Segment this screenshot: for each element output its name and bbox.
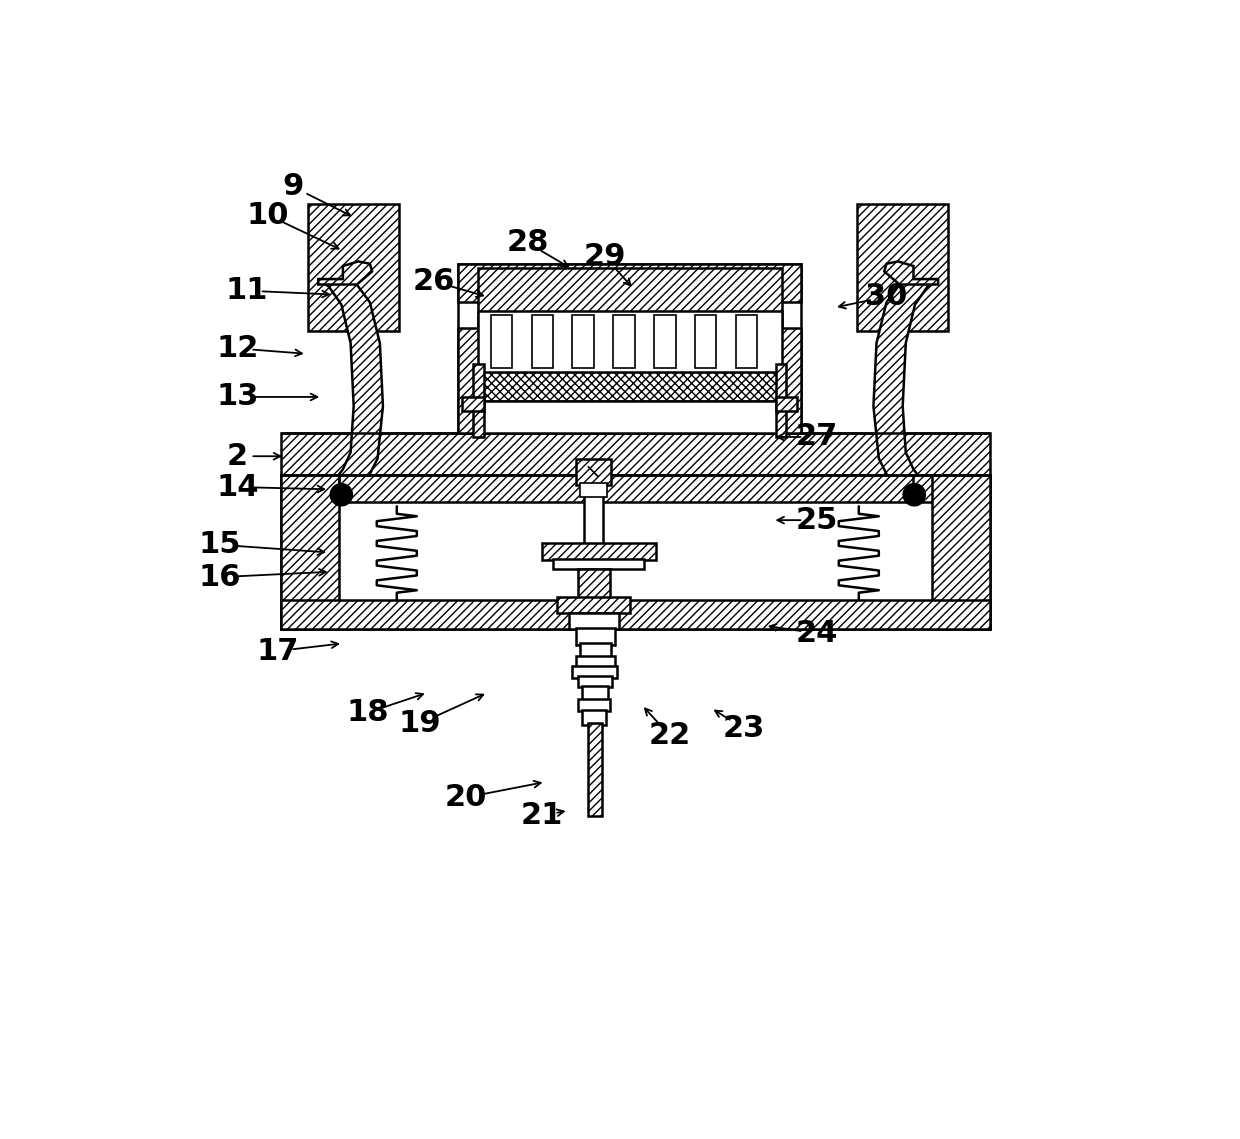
Bar bbox=[613, 316, 635, 368]
Bar bbox=[459, 264, 801, 433]
Bar bbox=[459, 264, 801, 302]
Polygon shape bbox=[873, 279, 939, 492]
Bar bbox=[580, 483, 608, 497]
Bar bbox=[491, 316, 512, 368]
Text: 16: 16 bbox=[198, 563, 241, 591]
Bar bbox=[577, 459, 611, 485]
Bar bbox=[577, 628, 615, 645]
Bar bbox=[573, 316, 594, 368]
Text: 17: 17 bbox=[257, 637, 299, 665]
Polygon shape bbox=[319, 279, 383, 492]
Bar bbox=[694, 316, 717, 368]
Bar bbox=[568, 613, 619, 630]
Bar bbox=[573, 666, 618, 678]
Bar bbox=[553, 558, 644, 570]
Bar bbox=[857, 204, 949, 331]
Bar bbox=[477, 401, 781, 433]
Bar bbox=[477, 371, 781, 401]
Bar bbox=[477, 268, 781, 328]
Bar bbox=[557, 597, 630, 613]
Text: 20: 20 bbox=[445, 782, 487, 812]
Text: 25: 25 bbox=[795, 506, 838, 534]
Circle shape bbox=[904, 484, 925, 506]
Bar bbox=[281, 433, 990, 475]
Bar bbox=[776, 363, 786, 437]
Text: 18: 18 bbox=[346, 698, 389, 727]
Polygon shape bbox=[884, 262, 939, 285]
Text: 15: 15 bbox=[198, 531, 241, 559]
Circle shape bbox=[331, 484, 352, 506]
Bar bbox=[776, 328, 801, 433]
Bar bbox=[584, 475, 603, 631]
Text: 14: 14 bbox=[216, 473, 259, 501]
Bar bbox=[281, 475, 339, 630]
Text: 28: 28 bbox=[506, 229, 549, 257]
Bar bbox=[459, 328, 484, 433]
Bar bbox=[653, 316, 676, 368]
Text: 23: 23 bbox=[722, 713, 764, 743]
Text: 12: 12 bbox=[216, 334, 259, 363]
Text: 2: 2 bbox=[227, 442, 248, 470]
Bar bbox=[932, 475, 990, 630]
Text: 13: 13 bbox=[216, 383, 259, 411]
Bar bbox=[281, 600, 990, 630]
Text: 10: 10 bbox=[247, 200, 289, 230]
Text: 24: 24 bbox=[795, 618, 838, 648]
Bar bbox=[281, 475, 990, 502]
Bar bbox=[776, 396, 797, 411]
Bar bbox=[281, 475, 990, 630]
Bar bbox=[578, 675, 611, 687]
Text: 9: 9 bbox=[283, 172, 304, 202]
Text: 22: 22 bbox=[649, 721, 691, 751]
Bar bbox=[580, 644, 611, 657]
Bar bbox=[735, 316, 758, 368]
Text: 26: 26 bbox=[413, 267, 455, 296]
Bar bbox=[477, 311, 781, 376]
Text: 29: 29 bbox=[584, 243, 626, 271]
Text: 21: 21 bbox=[521, 802, 563, 830]
Text: 11: 11 bbox=[226, 276, 268, 305]
Bar bbox=[578, 699, 610, 711]
Polygon shape bbox=[319, 262, 372, 285]
Bar bbox=[578, 570, 610, 603]
Text: 27: 27 bbox=[795, 423, 837, 451]
Bar bbox=[532, 316, 553, 368]
Bar bbox=[309, 204, 399, 331]
Text: 19: 19 bbox=[398, 708, 441, 738]
Bar bbox=[463, 396, 484, 411]
Bar bbox=[582, 687, 608, 700]
Bar bbox=[472, 363, 484, 437]
Bar bbox=[577, 656, 615, 667]
Bar bbox=[542, 543, 656, 560]
Bar bbox=[582, 710, 606, 724]
Bar bbox=[588, 723, 601, 816]
Text: 30: 30 bbox=[864, 282, 906, 311]
